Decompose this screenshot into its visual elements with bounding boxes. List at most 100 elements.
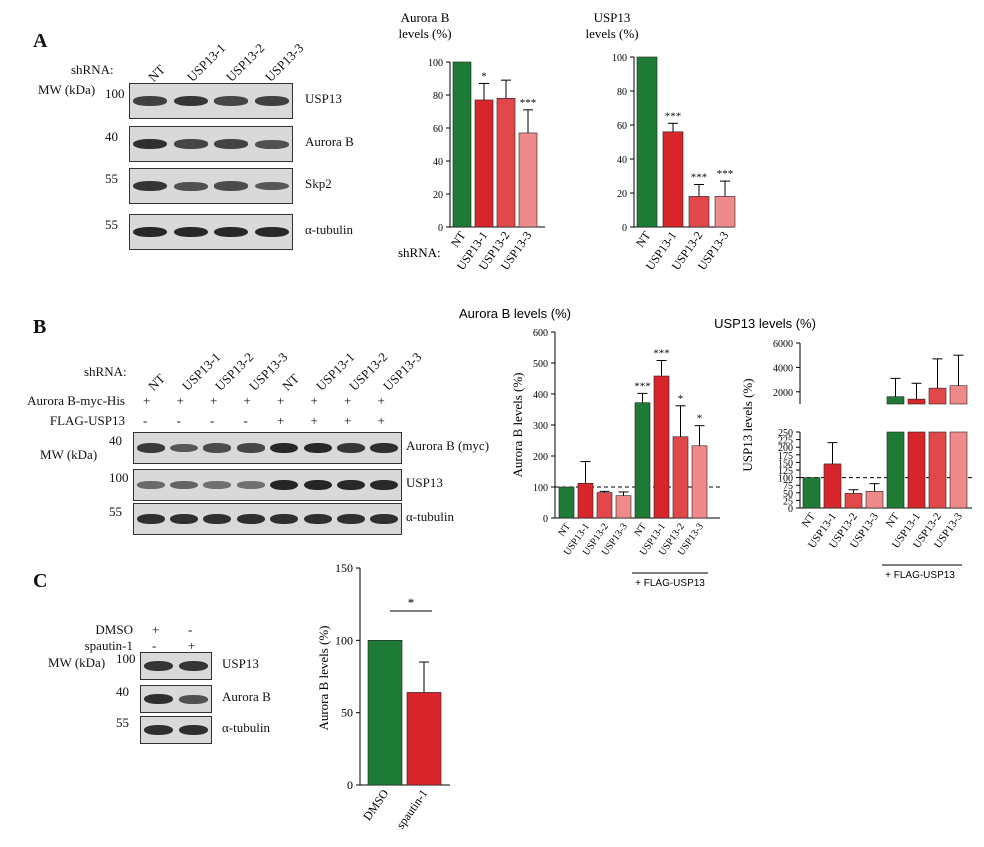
panel-b-band: [303, 513, 332, 525]
panel-c-band: [143, 693, 174, 705]
panel-a-band: [254, 96, 289, 106]
panel-c-mw-marker: 100: [116, 651, 136, 666]
y-tick-label: 100: [612, 53, 627, 64]
significance-mark: ***: [691, 172, 708, 184]
y-tick-label: 4000: [773, 363, 793, 374]
bar-lower: [949, 431, 968, 509]
y-tick-label: 50: [341, 706, 353, 720]
panel-c-mw-marker: 40: [116, 684, 129, 699]
panel-a-blot-label: Aurora B: [305, 134, 354, 149]
panel-c-sign: +: [188, 638, 196, 653]
panel-b-sign: +: [243, 393, 251, 408]
panel-c-blot-3: [140, 716, 212, 744]
significance-mark: ***: [653, 348, 670, 360]
y-tick-label: 200: [533, 452, 548, 463]
panel-c-blot-1: [140, 652, 212, 680]
panel-b-band: [170, 513, 199, 525]
panel-a-band: [133, 226, 168, 238]
panel-b-sign: +: [176, 393, 184, 408]
bar: [558, 486, 575, 519]
y-tick-label: 20: [433, 190, 443, 201]
y-tick-label: 150: [778, 458, 793, 469]
y-tick-label: 40: [617, 155, 627, 166]
significance-mark: ***: [665, 110, 682, 122]
y-tick-label: 6000: [773, 339, 793, 350]
bar: [596, 492, 613, 519]
category-label: NT: [632, 521, 649, 538]
panel-a-mw-marker: 55: [105, 171, 118, 186]
bar: [615, 495, 632, 519]
bar: [823, 463, 842, 509]
category-label: NT: [884, 511, 902, 530]
panel-a-band: [214, 139, 249, 149]
panel-c-band: [178, 724, 209, 736]
panel-c-row-label: DMSO: [95, 622, 133, 637]
bar-upper: [949, 385, 968, 405]
category-label: NT: [633, 228, 654, 250]
panel-a-blot-2: [129, 126, 293, 162]
panel-c-band: [178, 660, 209, 672]
bar: [577, 482, 594, 519]
y-tick-label: 225: [778, 436, 793, 447]
panel-a-band: [173, 226, 208, 238]
group-label: + FLAG-USP13: [635, 578, 705, 589]
bar: [367, 640, 403, 786]
chart-A1: 020406080100NT*USP13-1USP13-2***USP13-3A…: [398, 10, 545, 273]
bar: [406, 692, 442, 786]
panel-b-band: [136, 513, 165, 525]
significance-mark: *: [481, 70, 487, 82]
panel-a-band: [133, 138, 168, 150]
significance-mark: ***: [717, 168, 734, 180]
panel-a-band: [214, 181, 249, 191]
panel-b-letter: B: [33, 316, 47, 338]
panel-c-sign: +: [152, 622, 160, 637]
panel-b-band: [170, 480, 199, 490]
panel-b-shrna-label: shRNA:: [84, 364, 127, 379]
category-label: NT: [800, 511, 818, 530]
y-tick-label: 100: [778, 474, 793, 485]
panel-a-blot-label: USP13: [305, 91, 342, 106]
panel-b-band: [236, 513, 265, 525]
panel-b-sign: +: [377, 413, 385, 428]
significance-mark: *: [678, 393, 684, 405]
y-tick-label: 300: [533, 421, 548, 432]
panel-b-mw-marker: 40: [109, 433, 122, 448]
panel-a-blot-label: α-tubulin: [305, 222, 353, 237]
panel-b-mw-marker: 100: [109, 470, 129, 485]
y-tick-label: 2000: [773, 388, 793, 399]
panel-a-band: [173, 139, 208, 149]
y-tick-label: 0: [622, 223, 627, 234]
panel-c-sign: -: [188, 622, 193, 637]
panel-a-blot-label: Skp2: [305, 176, 332, 191]
y-tick-label: 25: [783, 496, 793, 507]
y-tick-label: 60: [433, 124, 443, 135]
panel-b-sign: +: [377, 393, 385, 408]
bar: [653, 375, 670, 519]
panel-b-sign: +: [344, 393, 352, 408]
y-tick-label: 175: [778, 451, 793, 462]
bar: [802, 477, 821, 509]
panel-b-sign: +: [277, 393, 285, 408]
panel-b-blot-2: [133, 469, 402, 501]
panel-c-mw-marker: 55: [116, 715, 129, 730]
panel-c-band: [143, 724, 174, 736]
chart-title: Aurora B: [401, 10, 450, 25]
panel-a-blot-1: [129, 83, 293, 119]
y-tick-label: 80: [433, 91, 443, 102]
x-axis-label: shRNA:: [398, 245, 441, 260]
chart-title: levels (%): [585, 26, 638, 41]
chart-title: Aurora B levels (%): [459, 306, 571, 321]
significance-mark: ***: [634, 380, 651, 392]
panel-a-blot-4: [129, 214, 293, 250]
panel-a-band: [214, 226, 249, 238]
y-tick-label: 600: [533, 328, 548, 339]
y-tick-label: 0: [543, 514, 548, 525]
panel-b-band: [270, 513, 299, 525]
panel-c-row-label: spautin-1: [84, 638, 133, 653]
panel-c-blot-2: [140, 685, 212, 713]
bar: [865, 490, 884, 509]
bar: [636, 56, 658, 228]
panel-a-band: [133, 180, 168, 192]
